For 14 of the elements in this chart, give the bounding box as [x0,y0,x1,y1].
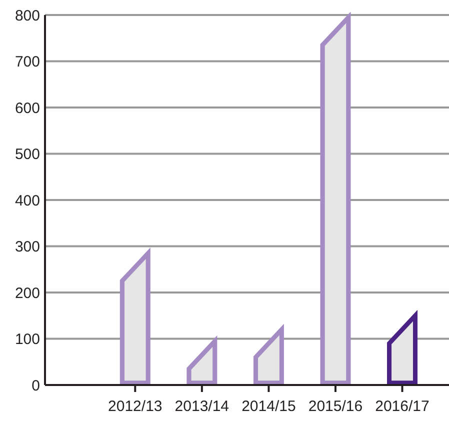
x-tick-label: 2013/14 [174,398,230,415]
y-tick-label: 300 [14,238,40,256]
x-tick-label: 2016/17 [375,398,430,415]
y-tick-label: 600 [14,100,40,117]
x-tick-label: 2014/15 [242,398,296,415]
y-tick-label: 400 [14,192,40,210]
y-tick-label: 700 [14,54,40,70]
y-tick-label: 800 [14,7,40,24]
x-tick-label: 2012/13 [108,398,162,415]
y-tick-label: 200 [14,284,40,302]
y-tick-label: 0 [32,377,40,394]
y-tick-label: 500 [14,146,40,163]
y-tick-label: 100 [14,331,40,348]
x-tick-label: 2015/16 [308,398,363,415]
